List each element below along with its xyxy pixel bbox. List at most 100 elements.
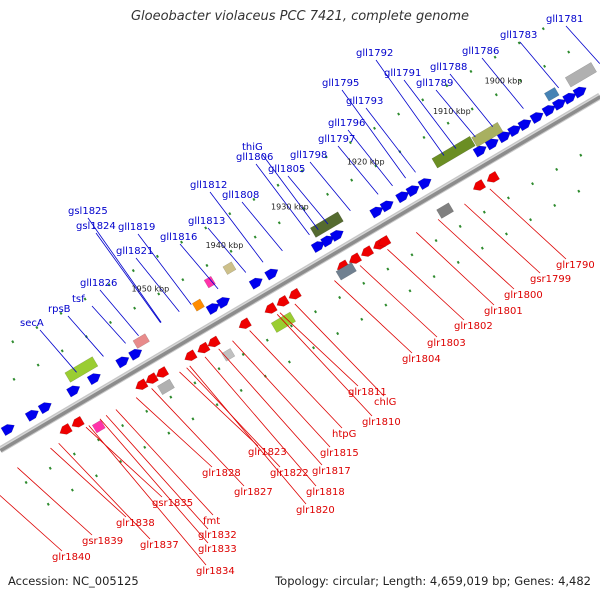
tick-mark-reverse-outer: [191, 417, 195, 421]
tick-mark-reverse-outer: [70, 488, 74, 492]
forward-gene-arrow: [215, 297, 231, 309]
tick-mark-reverse-outer: [94, 474, 98, 478]
tick-mark-reverse-outer: [577, 189, 581, 193]
reverse-gene-label: glr1802: [454, 321, 493, 332]
tick-mark-forward-outer: [35, 325, 39, 330]
reverse-gene-arrow: [264, 302, 278, 314]
tick-mark-reverse-inner: [169, 395, 173, 399]
forward-leader-line: [99, 289, 139, 336]
reverse-gene-label: glr1801: [484, 306, 523, 317]
feature-box: [471, 121, 504, 148]
tick-mark-forward-inner: [494, 93, 498, 97]
reverse-gene-arrow: [348, 252, 363, 264]
reverse-leader-line: [151, 388, 245, 487]
forward-gene-arrow: [369, 206, 384, 219]
tick-mark-reverse-inner: [24, 480, 28, 485]
reverse-gene-label: fmt: [203, 516, 220, 527]
forward-leader-line: [179, 243, 219, 290]
reverse-gene-label: glr1810: [362, 417, 401, 428]
reverse-gene-arrow: [145, 372, 159, 384]
tick-mark-forward-outer: [348, 140, 352, 145]
tick-mark-forward-outer: [493, 55, 497, 59]
forward-leader-line: [435, 89, 476, 138]
forward-gene-label: gll1813: [188, 216, 225, 227]
reverse-gene-arrow: [276, 294, 290, 307]
reverse-leader-line: [105, 415, 209, 530]
accession-text: Accession: NC_005125: [8, 574, 139, 588]
forward-leader-line: [309, 161, 351, 212]
reverse-leader-line: [115, 409, 214, 516]
reverse-gene-arrow: [184, 349, 198, 361]
forward-gene-label: gll1797: [318, 134, 355, 145]
feature-box: [335, 262, 357, 281]
reverse-leader-line: [294, 303, 385, 397]
reverse-leader-line: [204, 356, 317, 487]
tick-mark-reverse-inner: [338, 295, 342, 300]
tick-mark-reverse-inner: [217, 367, 221, 371]
forward-gene-label: gll1783: [500, 30, 537, 41]
forward-gene-label: gll1791: [384, 68, 421, 79]
forward-gene-label: gll1796: [328, 118, 365, 129]
forward-gene-label: gll1793: [346, 96, 383, 107]
reverse-gene-arrow: [486, 171, 500, 183]
feature-box: [132, 333, 150, 349]
feature-box: [431, 136, 476, 169]
tick-mark-forward-outer: [421, 98, 425, 102]
forward-gene-label: gsl1825: [68, 206, 108, 217]
tick-mark-reverse-inner: [506, 196, 510, 200]
tick-mark-forward-outer: [517, 41, 521, 45]
reverse-gene-label: glr1827: [234, 487, 273, 498]
reverse-leader-line: [279, 312, 359, 387]
forward-leader-line: [261, 153, 319, 230]
forward-gene-label: gll1826: [80, 278, 117, 289]
forward-gene-label: gll1789: [416, 78, 453, 89]
genome-summary-text: Topology: circular; Length: 4,659,019 bp…: [275, 574, 591, 588]
tick-mark-forward-inner: [374, 164, 378, 168]
tick-mark-forward-inner: [181, 278, 185, 282]
tick-mark-reverse-inner: [48, 466, 52, 470]
tick-mark-reverse-inner: [410, 253, 414, 257]
forward-leader-line: [365, 107, 416, 173]
tick-mark-reverse-outer: [456, 260, 460, 264]
reverse-leader-line: [232, 340, 331, 448]
forward-gene-label: gll1781: [546, 14, 583, 25]
tick-mark-forward-outer: [469, 69, 473, 73]
tick-mark-reverse-outer: [215, 403, 219, 407]
forward-gene-arrow: [507, 125, 522, 138]
tick-mark-reverse-outer: [504, 232, 508, 236]
tick-mark-forward-outer: [445, 84, 449, 88]
tick-mark-reverse-outer: [529, 218, 533, 222]
reverse-gene-label: glr1815: [320, 448, 359, 459]
tick-mark-reverse-outer: [360, 317, 364, 321]
forward-gene-arrow: [205, 303, 220, 316]
forward-gene-arrow: [66, 385, 81, 398]
reverse-gene-label: glr1834: [196, 566, 235, 577]
forward-leader-line: [337, 145, 379, 195]
forward-gene-label: gll1786: [462, 46, 499, 57]
tick-mark-reverse-outer: [384, 303, 388, 307]
tick-mark-reverse-inner: [241, 352, 245, 357]
tick-mark-reverse-inner: [121, 423, 125, 428]
forward-gene-arrow: [37, 402, 52, 415]
tick-mark-reverse-outer: [432, 275, 436, 279]
reverse-leader-line: [334, 280, 413, 354]
forward-gene-arrow: [562, 92, 577, 105]
feature-box: [564, 62, 597, 88]
tick-mark-forward-outer: [131, 269, 135, 273]
feature-box: [64, 356, 99, 383]
tick-mark-reverse-inner: [96, 438, 100, 442]
forward-leader-line: [137, 233, 192, 305]
forward-gene-arrow: [320, 235, 335, 248]
forward-gene-arrow: [379, 200, 394, 213]
forward-gene-arrow: [529, 112, 544, 124]
feature-box: [157, 378, 175, 396]
tick-mark-reverse-inner: [482, 210, 486, 214]
kbp-tick-label: 1930 kbp: [271, 202, 309, 211]
tick-mark-reverse-inner: [289, 324, 293, 328]
forward-leader-line: [565, 25, 600, 64]
feature-box: [191, 298, 205, 312]
reverse-gene-label: glr1833: [198, 544, 237, 555]
tick-mark-forward-outer: [180, 240, 184, 244]
forward-gene-label: gll1816: [160, 232, 197, 243]
